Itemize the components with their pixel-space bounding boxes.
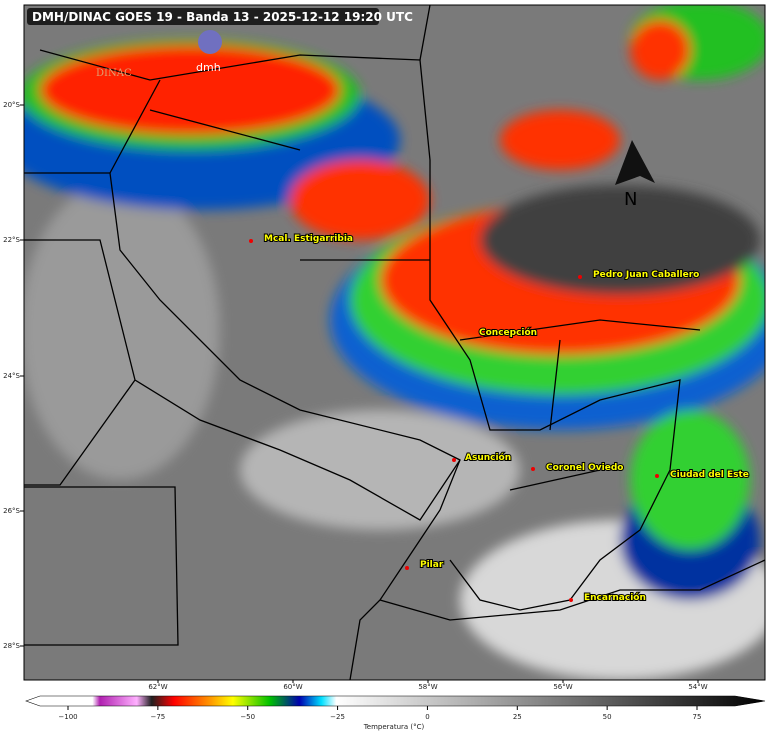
lon-label: 54°W — [688, 683, 707, 691]
colorbar-tick-label: 0 — [425, 713, 429, 721]
lat-label: 24°S — [3, 372, 20, 380]
colorbar-tick-label: −25 — [330, 713, 345, 721]
lon-label: 60°W — [283, 683, 302, 691]
satellite-image — [24, 5, 765, 680]
title-box — [27, 8, 379, 25]
lat-label: 22°S — [3, 236, 20, 244]
colorbar — [25, 695, 766, 707]
north-arrow — [615, 140, 655, 185]
lat-label: 28°S — [3, 642, 20, 650]
colorbar-label: Temperatura (°C) — [363, 723, 425, 731]
borders — [24, 5, 765, 680]
city-label: Asunción — [465, 452, 511, 463]
colorbar-tick-label: −75 — [150, 713, 165, 721]
colorbar-tick-label: −100 — [58, 713, 77, 721]
city-label: Pilar — [420, 560, 444, 570]
lon-label: 56°W — [553, 683, 572, 691]
city-label: Coronel Oviedo — [546, 463, 623, 473]
lat-label: 20°S — [3, 101, 20, 109]
city-label: Pedro Juan Caballero — [593, 270, 699, 280]
title: DMH/DINAC GOES 19 - Banda 13 - 2025-12-1… — [32, 10, 413, 24]
city-label: Mcal. Estigarribia — [264, 234, 353, 244]
lon-label: 62°W — [148, 683, 167, 691]
logo-dinac: DINAC — [96, 68, 132, 79]
city-label: Encarnación — [584, 592, 646, 603]
colorbar-tick-label: 50 — [603, 713, 612, 721]
city-label: Concepción — [479, 327, 537, 338]
north-label: N — [624, 189, 637, 210]
lon-label: 58°W — [418, 683, 437, 691]
colorbar-tick-label: −50 — [240, 713, 255, 721]
cities: Mcal. Estigarribia Pedro Juan Caballero … — [249, 233, 750, 604]
logo-icon — [198, 30, 222, 54]
map-frame — [23, 4, 766, 681]
city-label: Ciudad del Este — [670, 470, 749, 480]
logo-dmh: dmh — [196, 61, 221, 74]
colorbar-tick-label: 25 — [513, 713, 522, 721]
colorbar-tick-label: 75 — [693, 713, 702, 721]
lat-label: 26°S — [3, 507, 20, 515]
